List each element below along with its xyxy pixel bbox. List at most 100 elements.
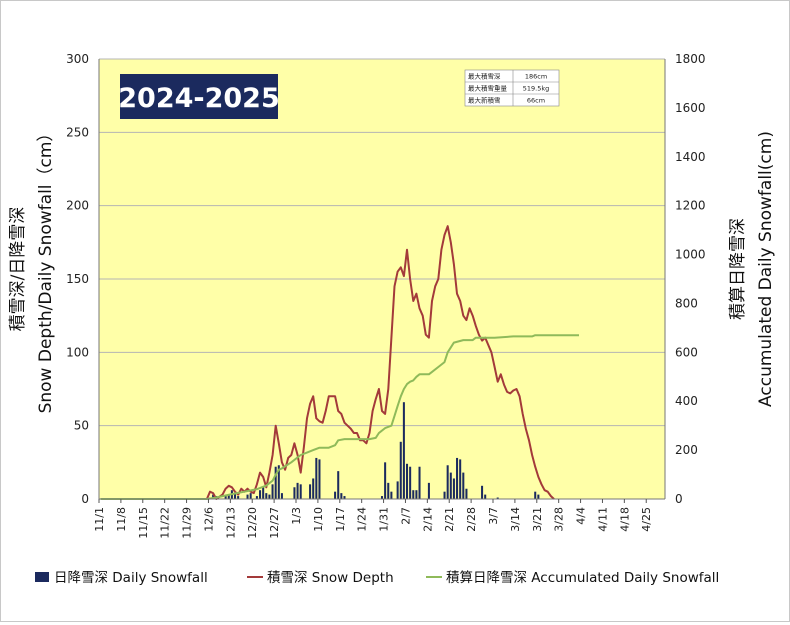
x-tick: 3/14 (509, 507, 522, 532)
x-tick: 4/18 (618, 507, 631, 532)
y-left-tick: 100 (66, 345, 89, 359)
bar (277, 465, 280, 499)
info-label: 最大積雪深 (468, 72, 501, 81)
x-tick-group: 11/15 (137, 507, 150, 539)
x-tick: 12/20 (246, 507, 259, 539)
bar (271, 484, 274, 499)
bar (280, 493, 283, 499)
x-tick: 12/13 (224, 507, 237, 539)
x-tick: 11/1 (93, 507, 106, 532)
y-right-tick: 400 (675, 394, 698, 408)
x-tick: 4/11 (596, 507, 609, 532)
x-tick: 2/14 (421, 507, 434, 532)
x-tick: 2/28 (465, 507, 478, 532)
y-right-tick: 200 (675, 443, 698, 457)
bar (446, 465, 449, 499)
bar (537, 494, 540, 499)
bar (224, 496, 227, 499)
x-tick-group: 4/18 (618, 507, 631, 532)
x-tick-group: 12/20 (246, 507, 259, 539)
info-label: 最大新積雪 (468, 96, 501, 105)
y-left-tick: 300 (66, 52, 89, 66)
bar (390, 491, 393, 499)
x-tick: 1/17 (334, 507, 347, 532)
x-tick-group: 2/14 (421, 507, 434, 532)
legend-label: 積算日降雪深 Accumulated Daily Snowfall (446, 570, 719, 586)
x-tick: 3/7 (487, 507, 500, 525)
y-right-tick: 1000 (675, 248, 706, 262)
y-right-tick: 1400 (675, 150, 706, 164)
info-label: 最大積雪重量 (468, 84, 508, 93)
accumulated-snowfall-line (100, 334, 579, 500)
x-tick: 4/4 (575, 507, 588, 525)
gridlines (99, 58, 665, 427)
y-left-tick: 250 (66, 125, 89, 139)
y-right-tick: 0 (675, 492, 683, 506)
y-left-title-en: Snow Depth/Daily Snowfall（cm） (36, 125, 56, 414)
bar (312, 478, 315, 499)
info-value: 186cm (525, 73, 547, 81)
bar (387, 482, 390, 499)
x-tick-group: 3/14 (509, 507, 522, 532)
x-tick: 3/21 (531, 507, 544, 532)
y-left-tick: 150 (66, 272, 89, 286)
bar (484, 494, 487, 499)
x-tick: 11/22 (159, 507, 172, 539)
bar (462, 472, 465, 499)
bar (396, 481, 399, 499)
x-tick: 1/31 (378, 507, 391, 532)
bar (334, 491, 337, 499)
bar (380, 496, 384, 499)
bar (249, 493, 252, 499)
x-tick: 1/10 (312, 507, 325, 532)
bar (465, 488, 468, 499)
legend-swatch-bar (35, 572, 49, 582)
bar (534, 491, 537, 499)
info-value: 66cm (527, 97, 545, 105)
x-tick-group: 12/6 (202, 507, 215, 532)
legend-label: 日降雪深 Daily Snowfall (54, 570, 208, 586)
x-tick-group: 11/22 (159, 507, 172, 539)
daily-snowfall-bars (208, 402, 540, 499)
bar (315, 457, 318, 499)
x-tick: 11/15 (137, 507, 150, 539)
axes (98, 59, 666, 500)
x-tick-group: 4/4 (575, 507, 588, 525)
y-right-tick: 800 (675, 296, 698, 310)
x-tick-group: 11/8 (115, 507, 128, 532)
bar (296, 482, 299, 499)
x-tick-group: 4/25 (640, 507, 653, 532)
bar (459, 459, 462, 499)
x-tick: 12/27 (268, 507, 281, 539)
bar (340, 493, 343, 499)
tick-labels: 0 50 100 150 200 250 300 0 200 400 600 800 1000 1200 1… (66, 52, 705, 539)
x-tick-group: 2/28 (465, 507, 478, 532)
bar (234, 493, 237, 499)
bar (265, 493, 268, 499)
bar (259, 490, 262, 499)
season-label: 2024-2025 (118, 83, 280, 114)
bar (496, 497, 499, 499)
y-right-tick: 1200 (675, 199, 706, 213)
bar (318, 459, 321, 499)
bar (456, 457, 459, 499)
x-tick: 4/25 (640, 507, 653, 532)
bar (337, 471, 340, 499)
bar (268, 494, 271, 499)
bar (343, 496, 346, 499)
y-right-title-en: Accumulated Daily Snowfall(cm) (756, 131, 776, 407)
bar (309, 484, 312, 499)
x-tick: 1/3 (290, 507, 303, 525)
bar (212, 494, 215, 499)
y-right-tick: 1600 (675, 101, 706, 115)
x-tick-group: 1/24 (356, 507, 369, 532)
x-tick: 3/28 (553, 507, 566, 532)
y-right-title-jp: 積算日降雪深 (728, 218, 748, 320)
x-tick-group: 1/10 (312, 507, 325, 532)
y-left-tick: 200 (66, 199, 89, 213)
bar (399, 441, 402, 499)
bar (255, 496, 258, 499)
x-tick: 11/8 (115, 507, 128, 532)
bar (293, 487, 296, 499)
